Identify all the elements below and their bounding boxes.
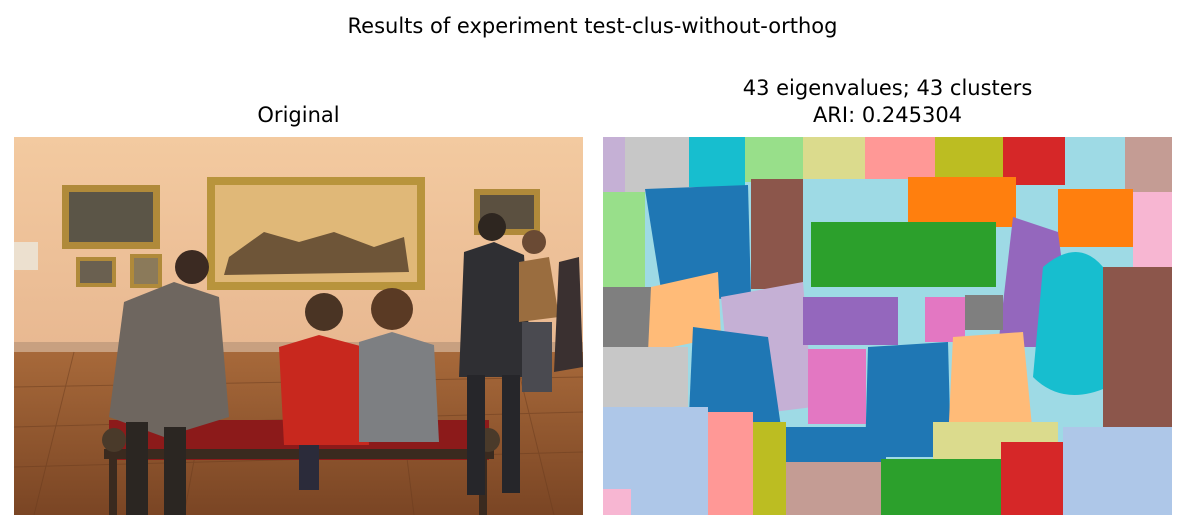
original-photo-svg	[14, 137, 583, 515]
painting-large	[207, 177, 425, 290]
right-panel-title: 43 eigenvalues; 43 clusters ARI: 0.24530…	[603, 75, 1172, 129]
right-panel-title-line2: ARI: 0.245304	[812, 103, 963, 127]
person-grey-sweater	[359, 288, 439, 442]
original-image	[14, 137, 583, 515]
painting-left	[62, 185, 160, 249]
person-grey-coat	[109, 250, 229, 515]
painting-small-mid	[130, 254, 162, 288]
person-dark-suit	[459, 213, 532, 495]
cluster-segments	[603, 137, 1172, 515]
wall-label	[14, 242, 38, 270]
left-panel-title: Original	[257, 103, 340, 127]
right-panel-title-line1: 43 eigenvalues; 43 clusters	[742, 76, 1033, 100]
segmentation-map-svg	[603, 137, 1172, 515]
person-red-shirt	[279, 293, 369, 490]
painting-small-left	[76, 257, 116, 287]
background-visitors	[519, 230, 583, 392]
segmentation-image	[603, 137, 1172, 515]
figure-suptitle: Results of experiment test-clus-without-…	[347, 14, 838, 38]
